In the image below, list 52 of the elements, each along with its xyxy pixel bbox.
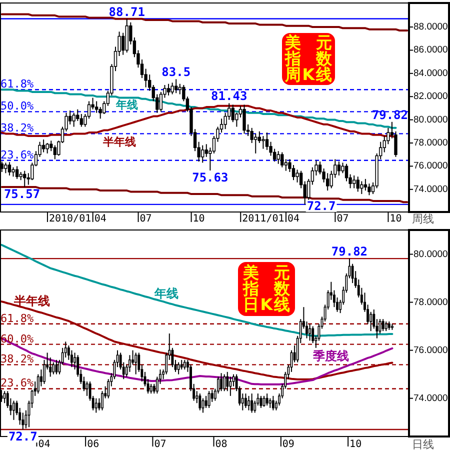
annotation: 38.2%	[0, 122, 34, 135]
y-tick-label: 74.0000	[414, 184, 448, 195]
x-tick-label: 04	[38, 439, 50, 450]
x-tick-label: 10	[350, 439, 362, 450]
series-label: 季度线	[312, 348, 350, 363]
y-tick-label: 86.0000	[414, 44, 448, 56]
x-tick-label: 08	[215, 439, 228, 450]
y-tick-label: 78.0000	[414, 137, 448, 148]
text: 美元指数日K线	[238, 262, 295, 316]
y-tick-label: 78.0000	[414, 296, 448, 308]
y-tick-label: 74.0000	[414, 392, 448, 404]
x-tick-label: 04	[287, 214, 300, 224]
x-tick-label: 2011/01	[242, 214, 284, 224]
x-axis-title: 周线	[412, 212, 434, 226]
annotation: 72.7	[8, 430, 38, 444]
series-label: 半年线	[102, 135, 136, 148]
y-tick-label: 80.0000	[414, 248, 448, 260]
y-tick-label: 76.0000	[414, 344, 448, 356]
x-tick-label: 07	[154, 439, 166, 450]
annotation: 88.71	[108, 4, 145, 19]
annotation: 79.82	[331, 244, 368, 259]
text: 美元指数周K线	[282, 33, 335, 85]
x-tick-label: 09	[282, 439, 294, 450]
annotation: 23.6%	[0, 148, 34, 162]
annotation: 61.8%	[0, 78, 34, 91]
annotation: 50.0%	[0, 100, 34, 113]
series-label: 年线	[114, 98, 138, 112]
x-tick-label: 10	[192, 214, 205, 224]
x-axis-title: 日线	[412, 438, 434, 450]
annotation: 79.82	[372, 108, 408, 122]
y-tick-label: 82.0000	[414, 91, 448, 102]
series-label: 半年线	[13, 294, 50, 308]
x-tick-label: 06	[87, 439, 100, 450]
x-tick-label: 04	[94, 214, 106, 224]
y-tick-label: 80.0000	[414, 114, 448, 126]
annotation: 72.7	[306, 199, 336, 213]
x-tick-label: 07	[336, 214, 349, 224]
annotation: 75.63	[192, 170, 228, 184]
annotation: 83.5	[162, 65, 191, 80]
annotation: 23.6%	[0, 376, 34, 390]
y-tick-label: 76.0000	[414, 160, 448, 172]
annotation: 81.43	[211, 89, 248, 104]
annotation: 38.2%	[0, 352, 34, 366]
series-label: 年线	[153, 286, 178, 301]
x-tick-label: 10	[390, 214, 402, 224]
x-tick-label: 07	[140, 214, 152, 224]
x-tick-label: 2010/01	[48, 214, 92, 224]
annotation: 61.8%	[0, 312, 34, 325]
y-tick-label: 84.0000	[414, 68, 448, 79]
annotation: 75.57	[4, 187, 40, 201]
y-tick-label: 88.0000	[414, 22, 448, 33]
annotation: 60.0%	[0, 332, 34, 346]
